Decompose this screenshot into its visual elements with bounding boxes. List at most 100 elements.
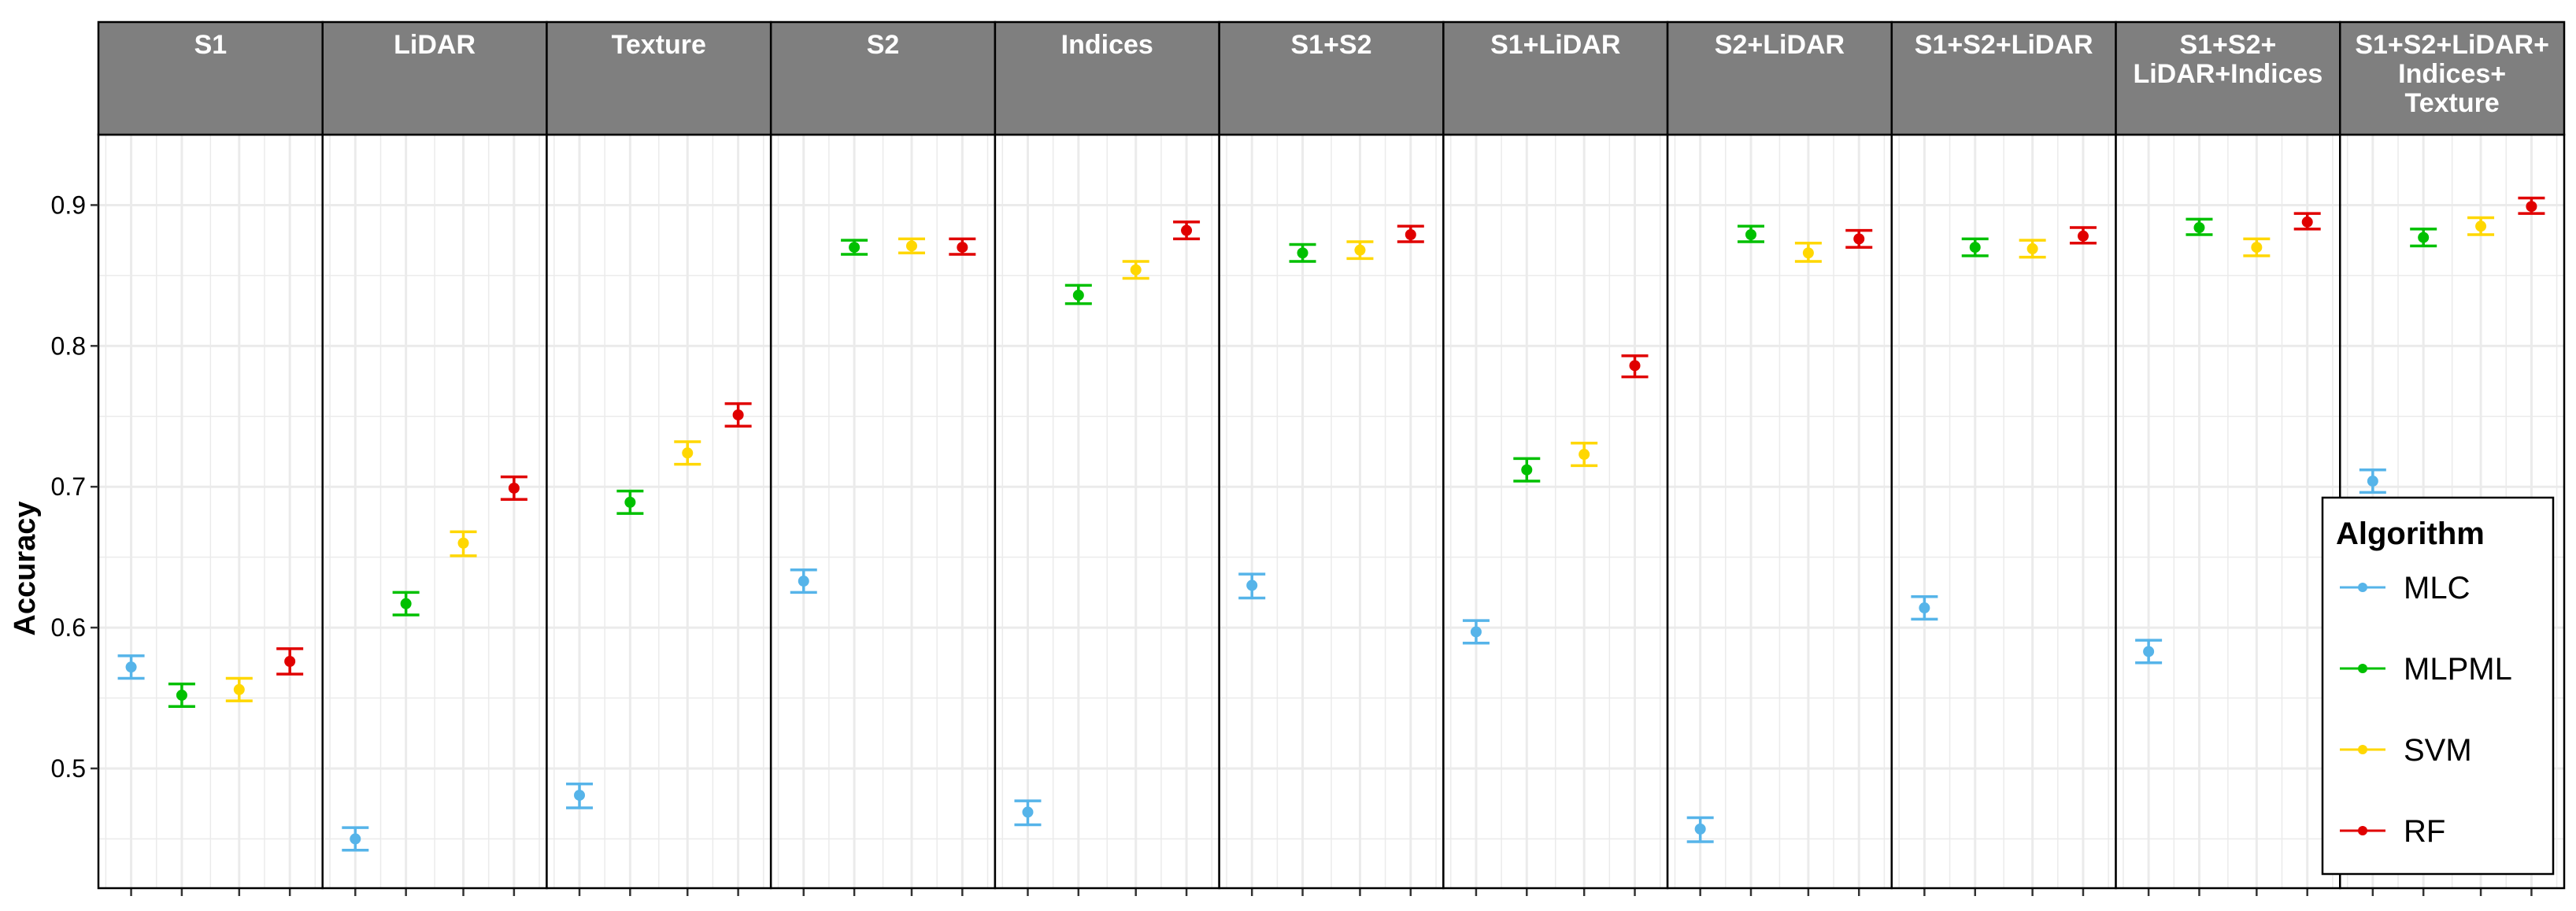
- data-mark-rf: [276, 647, 304, 676]
- data-point: [798, 576, 809, 587]
- strip-label: S1+LiDAR: [1490, 30, 1620, 60]
- data-point: [2077, 230, 2089, 242]
- panel-s1-s2: S1+S2: [1218, 20, 1445, 896]
- strip-label: S1+S2+LiDAR+: [2355, 30, 2549, 60]
- panel-s2-lidar: S2+LiDAR: [1666, 20, 1893, 896]
- data-point: [1919, 602, 1930, 614]
- data-point: [1246, 580, 1258, 591]
- data-point: [849, 242, 861, 254]
- panel-lidar: LiDAR: [321, 20, 548, 896]
- data-point: [350, 833, 361, 845]
- y-axis-title: Accuracy: [9, 501, 42, 635]
- data-point: [1853, 233, 1865, 245]
- data-mark-rf: [949, 237, 976, 256]
- data-point: [1130, 264, 1142, 276]
- strip-label: Indices: [1061, 30, 1153, 60]
- strip-label: S1+S2: [1290, 30, 1371, 60]
- panel-s1-s2-lidar: S1+S2+LiDAR: [1890, 20, 2117, 896]
- data-point: [2418, 231, 2430, 243]
- data-point: [2526, 201, 2537, 213]
- legend-title: Algorithm: [2336, 517, 2485, 551]
- data-mark-mlc: [117, 654, 145, 680]
- data-point: [905, 240, 917, 252]
- strip-label: S1+S2+LiDAR: [1915, 30, 2093, 60]
- data-mark-mlpml: [1961, 237, 1989, 257]
- data-mark-mlc: [2135, 639, 2163, 665]
- data-point: [2475, 220, 2487, 232]
- data-mark-svm: [674, 440, 701, 466]
- strip-label: LiDAR: [394, 30, 476, 60]
- data-mark-mlpml: [1513, 457, 1541, 483]
- data-point: [1022, 806, 1034, 818]
- legend-key-point: [2358, 826, 2367, 835]
- data-point: [957, 242, 968, 254]
- strip-header: [2339, 20, 2566, 136]
- legend-box: [2321, 496, 2555, 876]
- data-point: [2367, 476, 2378, 487]
- strip-label: S1: [194, 30, 228, 60]
- data-mark-mlpml: [2186, 217, 2213, 236]
- y-axis: 0.5 0.6 0.7 0.8 0.9: [51, 191, 98, 783]
- data-mark-svm: [450, 530, 477, 557]
- strip-header: [769, 20, 997, 136]
- data-mark-mlc: [1014, 799, 1042, 827]
- data-point: [125, 661, 137, 673]
- panel-s1: S1: [97, 20, 324, 896]
- strip-header: [321, 20, 548, 136]
- data-point: [2193, 222, 2205, 234]
- strip-label: S1+S2+: [2179, 30, 2276, 60]
- strip-label: S2: [867, 30, 900, 60]
- panels-layer: S1 LiDAR Texture S2 Indices S1+S2 S1+LiDAR S2+L…: [97, 20, 2566, 896]
- data-mark-mlc: [1911, 594, 1938, 621]
- strip-label: Texture: [2404, 88, 2499, 118]
- data-point: [1354, 244, 1366, 256]
- data-mark-rf: [2293, 212, 2321, 231]
- y-tick-label: 0.7: [51, 472, 86, 501]
- data-mark-svm: [225, 676, 253, 702]
- legend-entry-rf: RF: [2340, 814, 2445, 849]
- legend: Algorithm MLC MLPML SVM RF: [2321, 496, 2555, 876]
- data-point: [682, 447, 694, 459]
- strip-label: Indices+: [2398, 59, 2506, 89]
- strip-header: [1218, 20, 1445, 136]
- data-mark-svm: [1122, 260, 1149, 280]
- data-point: [1969, 242, 1981, 254]
- data-point: [1745, 229, 1757, 241]
- legend-key-point: [2358, 583, 2367, 592]
- data-mark-mlc: [1686, 816, 1714, 843]
- data-mark-svm: [2243, 237, 2271, 257]
- data-mark-mlpml: [841, 239, 868, 256]
- data-point: [1181, 224, 1193, 236]
- strip-header: [2115, 20, 2341, 136]
- panel-s1-s2-lidar-indices: S1+S2+LiDAR+Indices: [2115, 20, 2341, 896]
- legend-label: RF: [2404, 814, 2445, 849]
- legend-key-point: [2358, 664, 2367, 673]
- data-mark-rf: [2069, 226, 2097, 245]
- data-point: [732, 409, 744, 420]
- data-point: [624, 496, 636, 508]
- data-mark-mlpml: [2410, 228, 2437, 248]
- strip-header: [1442, 20, 1669, 136]
- data-mark-rf: [2518, 196, 2545, 215]
- panel-s2: S2: [769, 20, 997, 896]
- data-mark-mlc: [790, 568, 817, 594]
- data-mark-svm: [2467, 216, 2495, 236]
- strip-label: Texture: [612, 30, 706, 60]
- data-mark-mlpml: [168, 682, 195, 708]
- y-tick-label: 0.8: [51, 331, 86, 360]
- panel-s1-lidar: S1+LiDAR: [1442, 20, 1669, 896]
- data-mark-mlpml: [392, 591, 420, 617]
- data-mark-rf: [500, 475, 527, 502]
- data-point: [1694, 823, 1706, 835]
- y-tick-label: 0.5: [51, 754, 86, 783]
- data-mark-mlc: [566, 782, 594, 809]
- data-point: [2251, 242, 2263, 254]
- y-tick-label: 0.6: [51, 613, 86, 642]
- data-mark-mlpml: [1064, 283, 1092, 306]
- data-point: [2301, 216, 2313, 228]
- data-mark-mlpml: [616, 489, 644, 515]
- data-point: [1470, 626, 1482, 638]
- legend-label: MLC: [2404, 571, 2470, 605]
- data-mark-mlpml: [1738, 224, 1765, 243]
